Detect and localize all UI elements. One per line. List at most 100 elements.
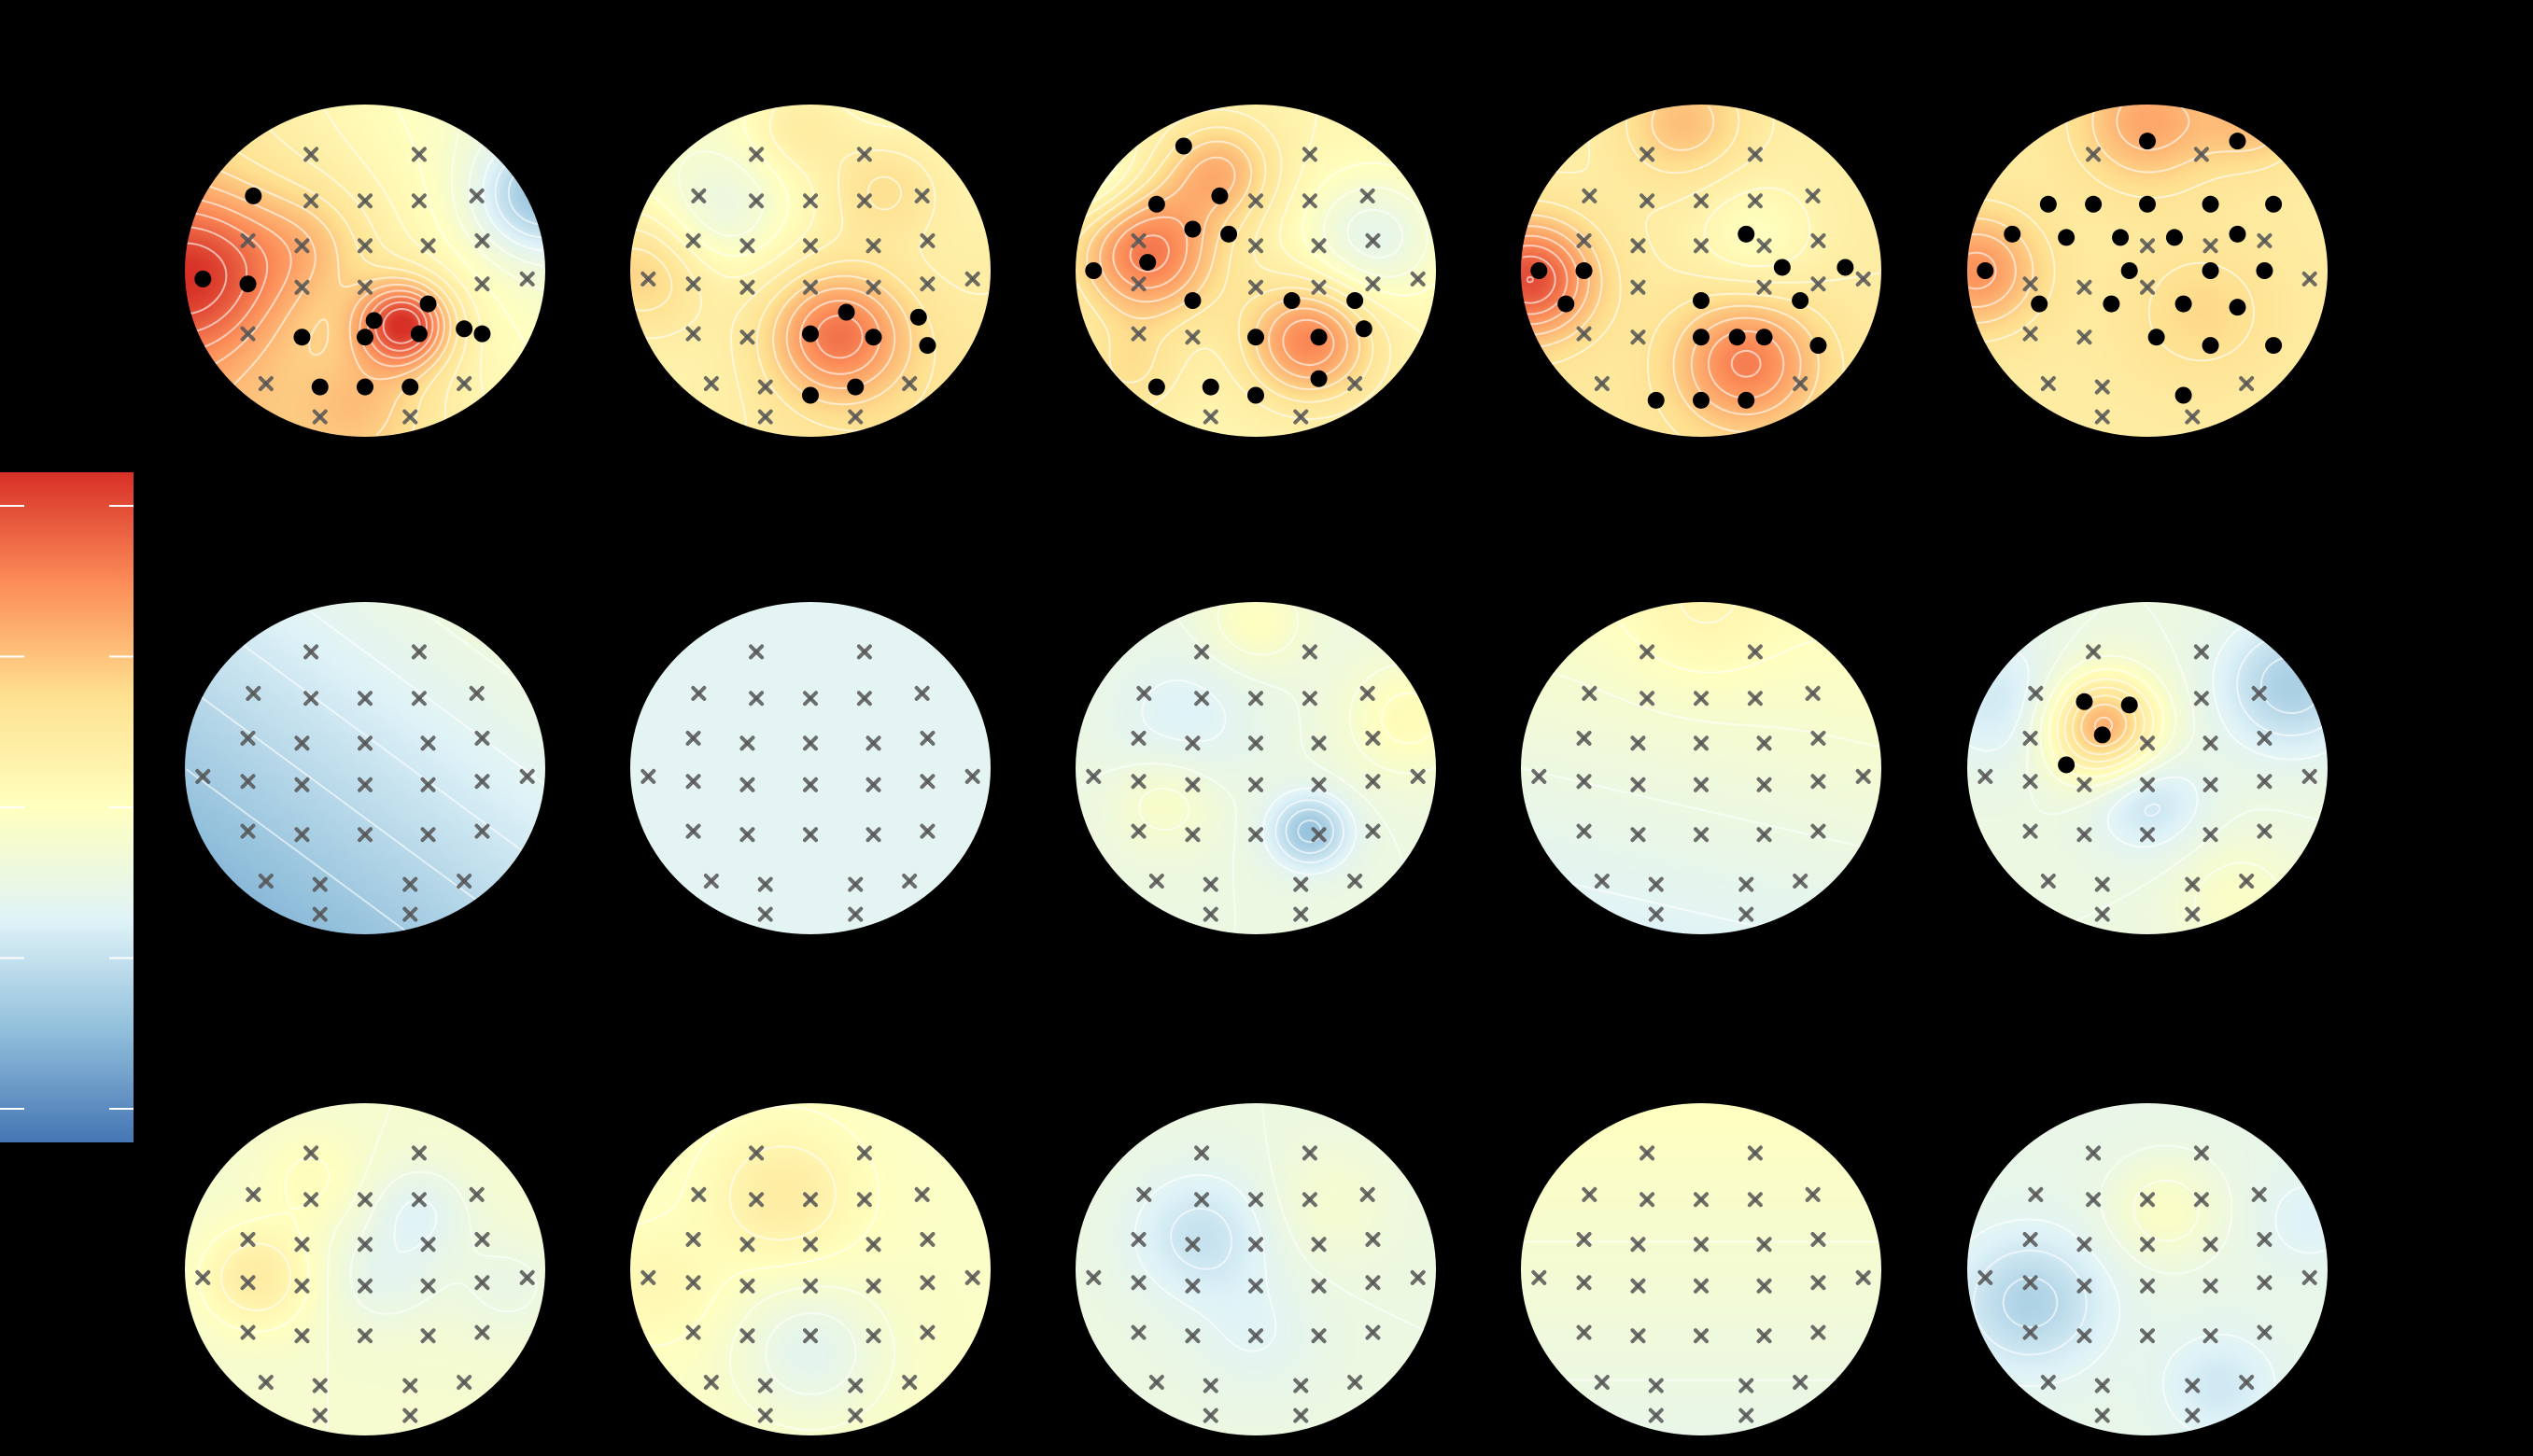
electrode-cross [1810,276,1826,292]
electrode-cross [848,409,864,425]
electrode-cross [2022,276,2038,292]
electrode-cross [519,1269,535,1285]
electrode-cross [1531,1269,1547,1285]
contour-line [1679,603,1737,624]
electrode-cross [358,193,373,209]
electrode-cross [757,379,773,395]
electrode-cross [312,409,328,425]
electrode-cross [1639,644,1655,660]
electrode-cross [865,1237,881,1253]
electrode-cross [749,644,765,660]
electrode-cross [1185,827,1201,843]
contour-line [1133,1174,1277,1352]
electrode-cross [474,823,490,839]
electrode-cross [1630,735,1646,751]
electrode-cross [258,376,274,392]
electrode-cross [2257,730,2273,746]
significant-electrode-dot [2058,756,2076,774]
contour-line [2002,1277,2059,1329]
electrode-cross [1756,1237,1772,1253]
electrode-cross [1410,1269,1426,1285]
electrode-cross [474,1324,490,1340]
electrode-cross [856,147,872,162]
significant-electrode-dot [1220,225,1238,243]
electrode-cross [2086,1192,2102,1208]
electrode-cross [1248,1328,1263,1344]
electrode-cross [803,1328,818,1344]
topomap [1521,1103,1881,1435]
electrode-cross [411,147,427,162]
electrode-cross [1639,1145,1655,1161]
electrode-cross [1747,691,1763,707]
electrode-cross [691,685,707,701]
significant-electrode-dot [2085,195,2103,213]
electrode-cross [865,238,881,254]
electrode-cross [195,1269,211,1285]
electrode-cross [1248,193,1263,209]
electrode-cross [902,1375,918,1391]
electrode-cross [1086,768,1102,784]
topomap [185,1103,545,1435]
contour-line [1973,1249,2088,1356]
electrode-cross [848,1378,864,1393]
electrode-cross [420,735,436,751]
electrode-cross [2185,906,2201,922]
electrode-cross [411,691,427,707]
electrode-cross [1311,777,1327,792]
significant-electrode-dot [865,329,882,346]
electrode-cross [1131,1231,1147,1247]
electrode-cross [739,1328,755,1344]
contour-line [2063,686,2146,763]
electrode-cross [2022,1324,2038,1340]
significant-electrode-dot [1755,329,1773,346]
electrode-cross [685,774,701,790]
electrode-cross [1248,827,1263,843]
electrode-cross [358,735,373,751]
significant-electrode-dot [365,312,383,329]
electrode-cross [1185,1328,1201,1344]
electrode-cross [1648,1378,1664,1393]
electrode-cross [1311,1237,1327,1253]
electrode-cross [2140,1192,2155,1208]
electrode-cross [803,193,818,209]
electrode-cross [420,827,436,843]
significant-electrode-dot [1310,329,1328,346]
electrode-cross [865,1328,881,1344]
electrode-cross [358,777,373,792]
electrode-cross [2076,777,2092,792]
contour-line [1170,1208,1233,1270]
electrode-cross [1136,1186,1152,1202]
electrode-cross [2086,1145,2102,1161]
significant-electrode-dot [1738,391,1755,409]
electrode-cross [358,238,373,254]
electrode-cross [1756,1328,1772,1344]
electrode-cross [2140,1328,2155,1344]
contour-line [678,150,765,237]
electrode-cross [1131,774,1147,790]
electrode-cross [1810,774,1826,790]
electrode-cross [1810,1324,1826,1340]
electrode-cross [1359,188,1375,203]
significant-electrode-dot [909,308,927,326]
electrode-cross [2202,238,2218,254]
electrode-cross [685,1324,701,1340]
electrode-cross [865,827,881,843]
electrode-cross [1131,823,1147,839]
electrode-cross [1248,1237,1263,1253]
electrode-cross [749,193,765,209]
significant-electrode-dot [1247,386,1264,404]
electrode-cross [1131,276,1147,292]
electrode-cross [312,1407,328,1423]
topomap [185,105,545,437]
topomap-contours [1133,1104,1435,1352]
electrode-cross [2086,147,2102,162]
electrode-cross [240,823,256,839]
electrode-cross [1805,685,1821,701]
electrode-cross [420,238,436,254]
electrode-cross [1302,1192,1317,1208]
electrode-cross [920,276,936,292]
electrode-cross [685,232,701,248]
electrode-cross [2185,876,2201,892]
significant-electrode-dot [2265,337,2283,355]
topomap [1967,105,2328,437]
